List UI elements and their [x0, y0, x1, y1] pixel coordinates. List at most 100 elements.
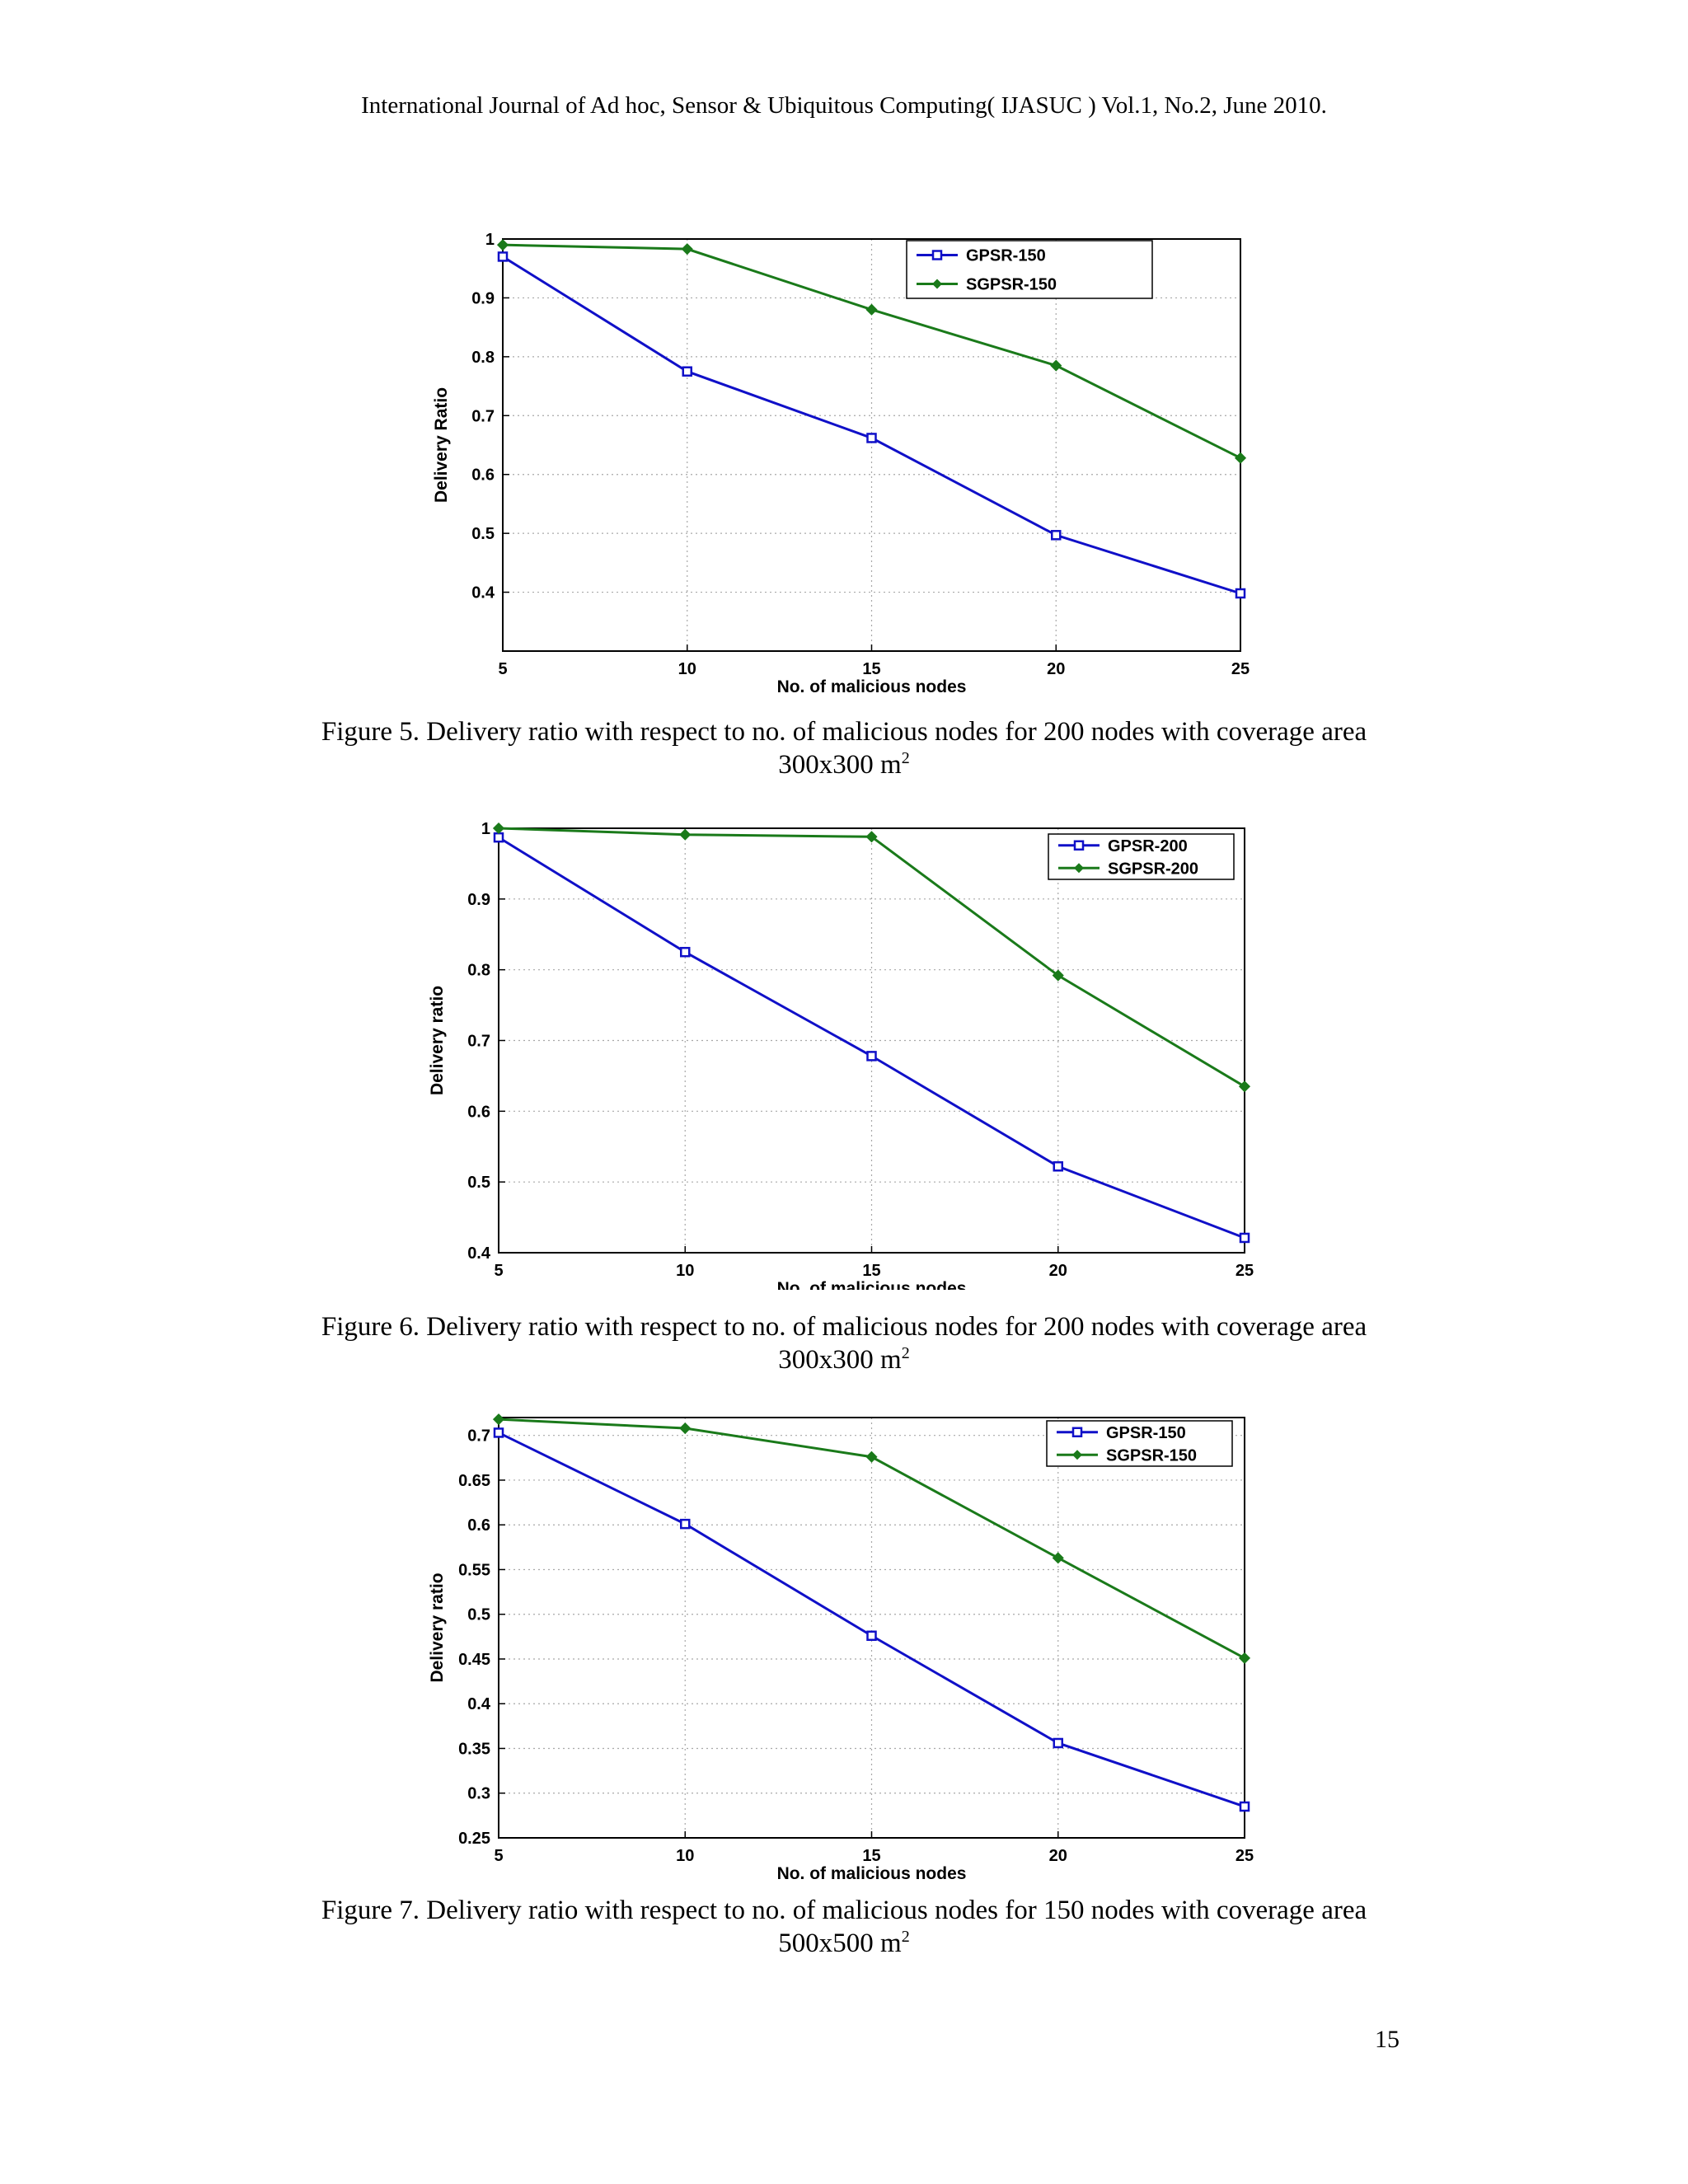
- y-tick-label: 0.6: [471, 466, 495, 485]
- figure-7-caption-area: 500x500 m2: [778, 1928, 910, 1958]
- y-tick-label: 0.4: [471, 584, 495, 602]
- data-point-gpsr-200: [1053, 1161, 1063, 1172]
- y-tick-label: 0.3: [467, 1785, 490, 1803]
- data-point-gpsr-200: [493, 832, 504, 843]
- y-tick-label: 0.8: [467, 962, 490, 980]
- y-tick-label: 0.6: [467, 1516, 490, 1535]
- x-axis-label: No. of malicious nodes: [777, 1279, 967, 1290]
- data-point-gpsr-200: [866, 1051, 877, 1062]
- legend-label: GPSR-150: [966, 247, 1046, 265]
- x-axis-label: No. of malicious nodes: [777, 677, 967, 696]
- legend-label: GPSR-150: [1106, 1424, 1186, 1442]
- data-point-gpsr-150: [493, 1427, 504, 1438]
- data-point-gpsr-150: [497, 251, 509, 262]
- x-tick-label: 15: [862, 1847, 880, 1865]
- page-number: 15: [1375, 2026, 1400, 2053]
- legend-swatch-marker: [1074, 863, 1084, 874]
- y-tick-label: 0.7: [471, 407, 495, 425]
- x-tick-label: 25: [1236, 1262, 1254, 1280]
- x-tick-label: 5: [498, 660, 507, 678]
- y-axis-label: Delivery ratio: [428, 1572, 447, 1682]
- data-point-sgpsr-150: [1234, 452, 1247, 464]
- y-tick-label: 0.5: [467, 1174, 490, 1192]
- y-tick-label: 0.55: [458, 1561, 490, 1579]
- y-tick-label: 0.9: [467, 891, 490, 909]
- data-point-gpsr-150: [866, 1630, 877, 1642]
- data-point-sgpsr-150: [496, 239, 509, 251]
- data-point-gpsr-150: [1053, 1737, 1063, 1749]
- running-header: International Journal of Ad hoc, Sensor …: [361, 92, 1327, 119]
- x-tick-label: 15: [862, 660, 880, 678]
- legend-box: [906, 240, 1153, 299]
- figure-5-chart: 5 10 15 20 25 0.4 0.5 0.6 0.7 0.8 0.9 1 No. of malic…: [432, 231, 1250, 696]
- x-tick-label: 20: [1049, 1262, 1067, 1280]
- data-point-sgpsr-150: [1238, 1652, 1251, 1664]
- x-tick-label: 10: [676, 1847, 694, 1865]
- data-point-sgpsr-150: [865, 303, 878, 316]
- chart-legend: GPSR-200 SGPSR-200: [1048, 833, 1235, 880]
- legend-label: SGPSR-150: [1106, 1446, 1197, 1465]
- legend-swatch-marker: [931, 250, 943, 260]
- y-tick-label: 1: [485, 231, 495, 249]
- data-point-gpsr-150: [682, 366, 692, 377]
- y-axis-label: Delivery Ratio: [432, 387, 451, 503]
- y-tick-label: 0.4: [467, 1244, 491, 1263]
- y-tick-label: 0.25: [458, 1830, 490, 1848]
- data-point-sgpsr-200: [865, 831, 878, 843]
- legend-swatch-marker: [932, 279, 942, 289]
- data-point-sgpsr-150: [681, 243, 693, 255]
- data-point-sgpsr-150: [865, 1451, 878, 1463]
- legend-label: SGPSR-200: [1108, 860, 1198, 878]
- chart-legend: GPSR-150 SGPSR-150: [1046, 1420, 1233, 1467]
- y-tick-label: 0.8: [471, 349, 495, 367]
- data-point-gpsr-200: [680, 946, 691, 958]
- chart-legend: GPSR-150 SGPSR-150: [906, 240, 1153, 299]
- x-tick-label: 10: [676, 1262, 694, 1280]
- y-tick-label: 0.5: [471, 525, 495, 543]
- figure-5-caption: Figure 5. Delivery ratio with respect to…: [247, 715, 1441, 781]
- x-tick-label: 5: [494, 1847, 503, 1865]
- x-tick-label: 20: [1049, 1847, 1067, 1865]
- y-tick-label: 0.45: [458, 1651, 490, 1669]
- data-point-sgpsr-200: [679, 828, 692, 841]
- legend-label: GPSR-200: [1108, 837, 1188, 855]
- data-point-sgpsr-200: [1238, 1080, 1251, 1093]
- figure-7-caption: Figure 7. Delivery ratio with respect to…: [247, 1894, 1441, 1960]
- data-point-gpsr-150: [866, 433, 877, 443]
- data-point-sgpsr-150: [679, 1422, 692, 1435]
- data-point-gpsr-150: [1051, 530, 1062, 541]
- legend-label: SGPSR-150: [966, 276, 1057, 294]
- x-tick-label: 20: [1047, 660, 1065, 678]
- y-tick-label: 1: [481, 820, 490, 838]
- y-tick-label: 0.9: [471, 289, 495, 307]
- x-tick-label: 25: [1236, 1847, 1254, 1865]
- x-axis-label: No. of malicious nodes: [777, 1864, 967, 1879]
- data-point-sgpsr-150: [1050, 359, 1062, 372]
- figure-6-caption: Figure 6. Delivery ratio with respect to…: [247, 1310, 1441, 1376]
- plot-frame: [502, 238, 1241, 652]
- y-tick-label: 0.7: [467, 1033, 490, 1051]
- data-point-gpsr-150: [1239, 1801, 1250, 1812]
- data-point-gpsr-150: [1235, 588, 1246, 599]
- data-point-sgpsr-200: [1052, 969, 1064, 982]
- figure-5-caption-area: 300x300 m2: [778, 749, 910, 780]
- y-tick-label: 0.5: [467, 1606, 490, 1624]
- y-tick-label: 0.6: [467, 1103, 490, 1121]
- y-tick-label: 0.7: [467, 1427, 490, 1446]
- x-tick-label: 25: [1231, 660, 1250, 678]
- y-tick-label: 0.35: [458, 1740, 490, 1758]
- data-point-sgpsr-150: [492, 1413, 505, 1426]
- figure-6-caption-main: Figure 6. Delivery ratio with respect to…: [321, 1312, 1367, 1342]
- y-tick-label: 0.4: [467, 1695, 491, 1713]
- legend-swatch-marker: [1073, 840, 1085, 851]
- legend-swatch-marker: [1072, 1450, 1082, 1460]
- y-tick-label: 0.65: [458, 1472, 490, 1490]
- x-tick-label: 15: [862, 1262, 880, 1280]
- figure-5-caption-main: Figure 5. Delivery ratio with respect to…: [321, 717, 1367, 747]
- legend-swatch-marker: [1071, 1427, 1083, 1437]
- x-tick-label: 10: [678, 660, 696, 678]
- data-point-gpsr-150: [680, 1518, 691, 1530]
- data-point-sgpsr-150: [1052, 1552, 1064, 1564]
- figure-6-caption-area: 300x300 m2: [778, 1344, 910, 1375]
- x-tick-label: 5: [494, 1262, 503, 1280]
